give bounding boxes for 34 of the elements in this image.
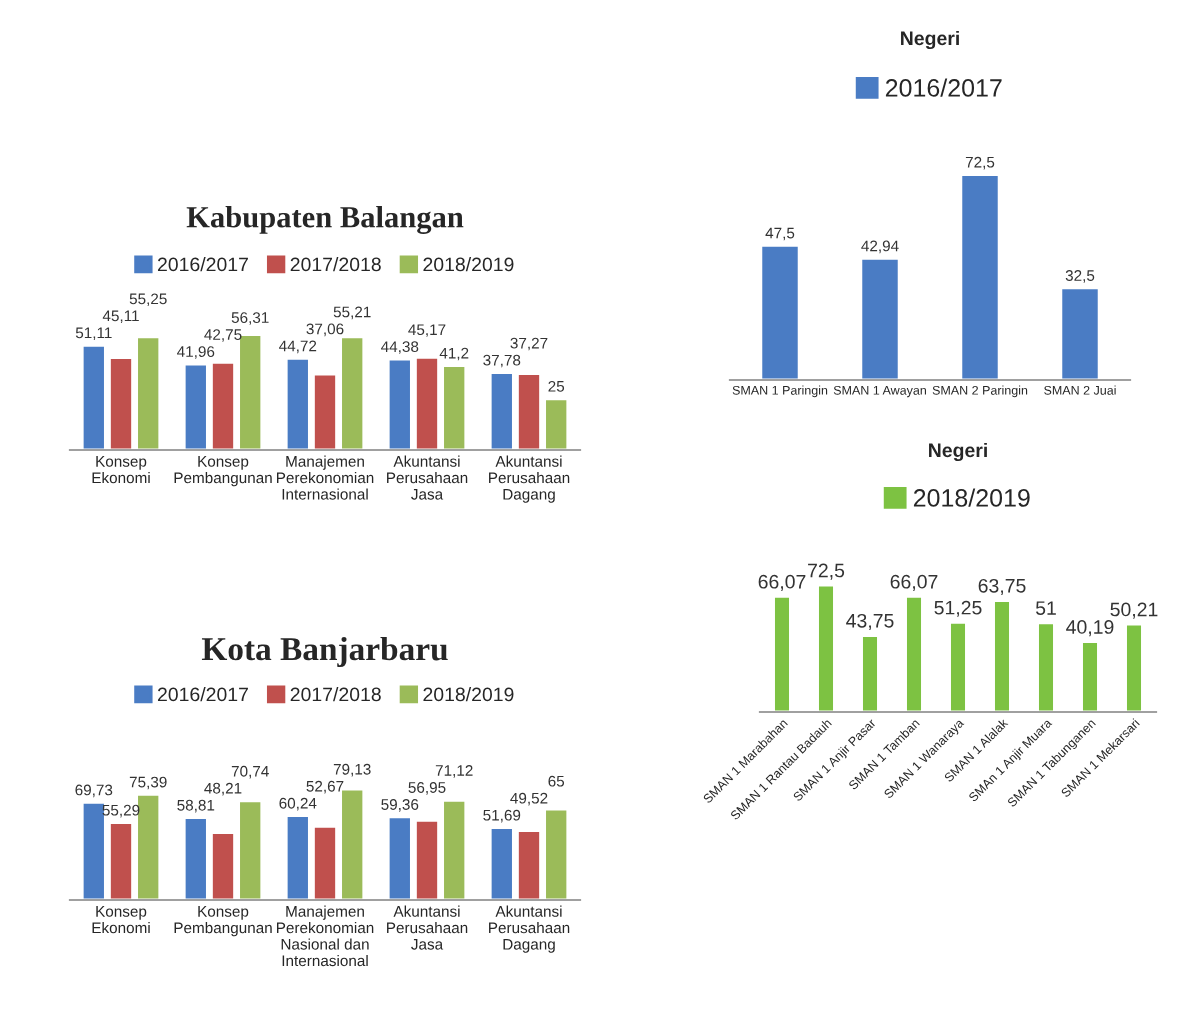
bar [759,244,801,380]
legend-label: 2016/2017 [157,256,248,272]
chart-title: Negeri [929,442,987,462]
legend-label: 2017/2018 [290,256,381,272]
bar [948,620,968,712]
bar [1080,640,1100,712]
bar [1036,621,1056,712]
data-label: 72,5 [808,563,845,580]
bar [860,634,880,712]
data-label: 63,75 [978,578,1026,595]
chart-title: Kabupaten Balangan [186,206,464,234]
bar [992,599,1012,712]
data-label: 51 [1035,601,1056,615]
data-label: 66,07 [890,574,938,591]
data-label: 51,25 [934,600,982,617]
legend-label: 2018/2019 [423,686,514,702]
legend-label: 2018/2019 [423,256,514,272]
legend-label: 2016/2017 [885,78,1002,97]
chart-title: Kota Banjarbaru [201,636,448,668]
legend-label: 2016/2017 [157,686,248,702]
bar [1059,286,1101,380]
legend-label: 2017/2018 [290,686,381,702]
data-label: 50,21 [1110,602,1158,619]
legend-label: 2018/2019 [913,488,1030,507]
bar [816,583,836,712]
bar [859,256,901,380]
bar [904,595,924,712]
chart-title: Negeri [901,30,959,50]
data-label: 40,19 [1066,620,1114,637]
bar [1124,622,1144,712]
data-label: 43,75 [846,613,894,630]
bar [772,595,792,712]
bar [959,173,1001,380]
data-label: 66,07 [758,574,806,591]
